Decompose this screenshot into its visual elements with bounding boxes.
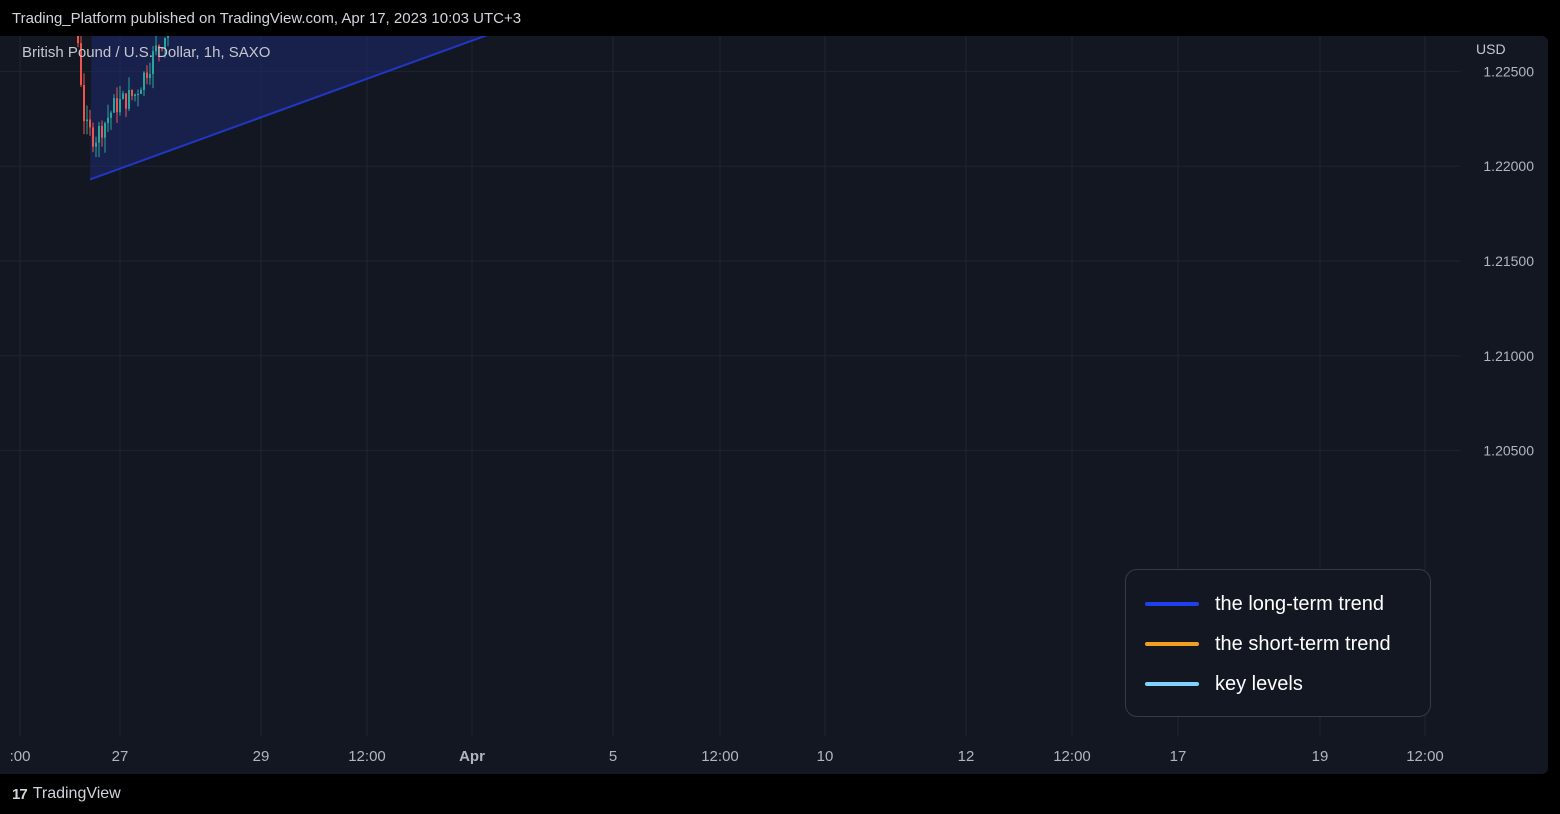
candle-body xyxy=(101,125,103,138)
symbol-title[interactable]: British Pound / U.S. Dollar, 1h, SAXO xyxy=(22,44,271,61)
candle-body xyxy=(134,94,136,96)
time-axis[interactable]: :00 27 29 12:00 Apr 5 12:00 10 12 12:00 17 19 12:00 xyxy=(10,748,1444,765)
candle-body xyxy=(146,72,148,79)
legend-label: the long-term trend xyxy=(1215,592,1384,615)
candle-body xyxy=(152,51,154,75)
candle-body xyxy=(107,117,109,123)
candle-body xyxy=(116,98,118,113)
time-tick-label: 12:00 xyxy=(1406,748,1444,765)
time-tick-label: 17 xyxy=(1170,748,1187,765)
time-tick-label: 12:00 xyxy=(701,748,739,765)
candle-body xyxy=(77,36,79,44)
candle-body xyxy=(149,74,151,79)
candle-body xyxy=(167,36,169,38)
candle-body xyxy=(137,94,139,96)
top-bar: Trading_Platform published on TradingVie… xyxy=(0,0,1560,36)
legend-label: key levels xyxy=(1215,672,1303,695)
candle-body xyxy=(140,89,142,95)
price-tick-label: 1.21000 xyxy=(1483,348,1534,364)
currency-label[interactable]: USD xyxy=(1476,41,1506,57)
time-tick-label: Apr xyxy=(459,748,485,765)
candle-body xyxy=(98,125,100,143)
price-tick-label: 1.22500 xyxy=(1483,63,1534,79)
time-tick-label: :00 xyxy=(10,748,31,765)
candles xyxy=(77,36,169,158)
time-tick-label: 19 xyxy=(1312,748,1329,765)
time-tick-label: 29 xyxy=(253,748,270,765)
price-axis[interactable]: 1.275001.270001.265001.260001.255001.250… xyxy=(1483,36,1534,459)
time-tick-label: 12:00 xyxy=(348,748,386,765)
tradingview-logo-icon: 17 xyxy=(12,785,28,803)
candle-body xyxy=(86,119,88,122)
legend-item-short-term: the short-term trend xyxy=(1145,632,1391,656)
candle-body xyxy=(161,48,163,50)
price-tick-label: 1.21500 xyxy=(1483,253,1534,269)
tradingview-logo[interactable]: 17 TradingView xyxy=(12,785,121,803)
candle-body xyxy=(122,93,124,100)
candle-body xyxy=(119,99,121,113)
brand-name: TradingView xyxy=(32,785,121,802)
candle-body xyxy=(83,84,85,122)
time-tick-label: 12 xyxy=(958,748,975,765)
candle-body xyxy=(155,45,157,52)
candle-body xyxy=(89,119,91,128)
price-tick-label: 1.22000 xyxy=(1483,158,1534,174)
candle-body xyxy=(143,72,145,90)
legend-item-key-levels: key levels xyxy=(1145,672,1303,696)
publisher-info: Trading_Platform published on TradingVie… xyxy=(12,10,522,27)
candle-body xyxy=(158,45,160,49)
candle-body xyxy=(95,142,97,147)
candle-body xyxy=(113,98,115,113)
legend-item-long-term: the long-term trend xyxy=(1145,592,1384,616)
candle-body xyxy=(104,122,106,138)
legend-label: the short-term trend xyxy=(1215,632,1391,655)
candle-body xyxy=(92,127,94,147)
candle-body xyxy=(164,37,166,49)
price-chart[interactable]: 1.275001.270001.265001.260001.255001.250… xyxy=(0,36,1548,774)
legend-swatch-long-term xyxy=(1145,602,1199,606)
candle-body xyxy=(125,93,127,109)
candle-body xyxy=(131,90,133,96)
grid-lines xyxy=(0,36,1460,736)
bottom-bar xyxy=(0,774,1560,814)
time-tick-label: 12:00 xyxy=(1053,748,1091,765)
candle-body xyxy=(80,43,82,85)
time-tick-label: 10 xyxy=(817,748,834,765)
channel-lower-line[interactable] xyxy=(89,36,1290,181)
price-tick-label: 1.20500 xyxy=(1483,443,1534,459)
legend-swatch-short-term xyxy=(1145,642,1199,646)
time-tick-label: 5 xyxy=(609,748,617,765)
candle-body xyxy=(128,90,130,109)
candle-body xyxy=(110,112,112,118)
legend: the long-term trend the short-term trend… xyxy=(1125,569,1431,717)
legend-swatch-key-levels xyxy=(1145,682,1199,686)
time-tick-label: 27 xyxy=(112,748,129,765)
